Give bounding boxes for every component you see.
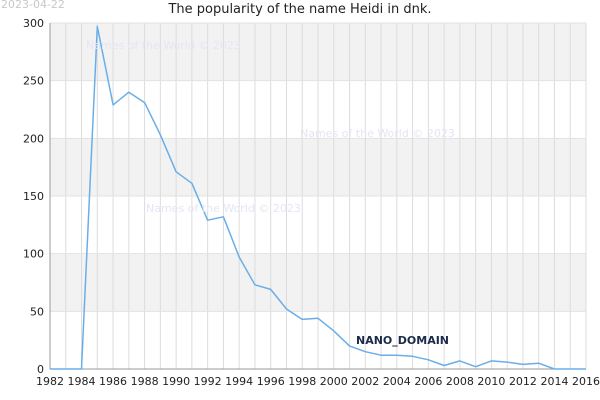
date-stamp: 2023-04-22 [1,0,65,11]
x-tick-label: 1984 [68,375,96,388]
watermark-1: Names of the World © 2023 [86,39,241,52]
y-tick-label: 0 [37,363,44,376]
series-line [50,25,586,370]
y-tick-label: 50 [30,305,44,318]
x-tick-label: 1986 [99,375,127,388]
x-tick-label: 1998 [288,375,316,388]
x-tick-label: 1988 [131,375,159,388]
x-tick-label: 1994 [225,375,253,388]
y-tick-label: 250 [23,75,44,88]
x-tick-label: 2004 [383,375,411,388]
x-tick-label: 1992 [194,375,222,388]
x-tick-label: 2012 [509,375,537,388]
chart-title: The popularity of the name Heidi in dnk. [168,2,432,17]
watermark-3: Names of the World © 2023 [146,202,301,215]
x-tick-label: 2016 [572,375,600,388]
x-tick-label: 1982 [36,375,64,388]
y-tick-label: 100 [23,248,44,261]
x-tick-label: 2010 [477,375,505,388]
x-tick-label: 1990 [162,375,190,388]
watermark-2: Names of the World © 2023 [300,127,455,140]
x-tick-label: 2002 [351,375,379,388]
y-tick-label: 200 [23,132,44,145]
x-tick-label: 2014 [540,375,568,388]
x-tick-label: 2008 [446,375,474,388]
y-tick-label: 150 [23,190,44,203]
x-tick-label: 2006 [414,375,442,388]
x-tick-label: 2000 [320,375,348,388]
brand-label: NANO_DOMAIN [356,334,450,347]
y-tick-label: 300 [23,17,44,30]
x-tick-label: 1996 [257,375,285,388]
